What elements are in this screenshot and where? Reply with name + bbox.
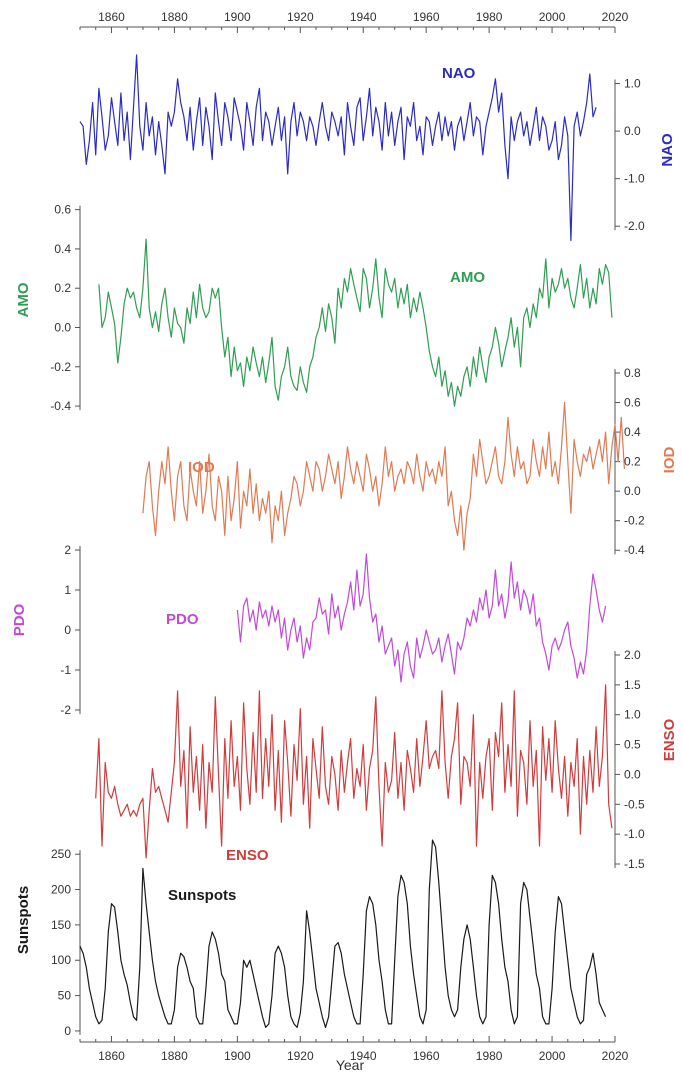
sunspots-y-tick-label: 250 bbox=[51, 847, 71, 861]
nao-y-tick-label: -1.0 bbox=[624, 172, 645, 186]
pdo-y-tick-label: 1 bbox=[64, 583, 71, 597]
x-tick-label: 1920 bbox=[287, 1049, 314, 1063]
sunspots-y-tick-label: 150 bbox=[51, 918, 71, 932]
amo-y-tick-label: 0.0 bbox=[54, 321, 71, 335]
iod-panel: 0.8 0.6 0.4 0.2 0.0 -0.2 -0.4 bbox=[142, 366, 645, 557]
sunspots-series-line bbox=[79, 839, 607, 1029]
amo-y-tick-label: 0.6 bbox=[54, 203, 71, 217]
amo-y-tick-label: -0.2 bbox=[50, 360, 71, 374]
x-tick-label: 1900 bbox=[224, 1049, 251, 1063]
x-tick-label: 1880 bbox=[161, 1049, 188, 1063]
x-tick-label: 2000 bbox=[539, 10, 566, 24]
x-tick-label: 1980 bbox=[476, 1049, 503, 1063]
x-tick-label: 1920 bbox=[287, 10, 314, 24]
x-tick-label: 2020 bbox=[602, 1049, 629, 1063]
enso-y-tick-label: -0.5 bbox=[624, 797, 645, 811]
x-tick-label: 1880 bbox=[161, 10, 188, 24]
iod-y-tick-label: 0.2 bbox=[624, 455, 641, 469]
x-tick-label: 1860 bbox=[98, 10, 125, 24]
iod-y-tick-label: 0.6 bbox=[624, 396, 641, 410]
enso-y-tick-label: 1.0 bbox=[624, 708, 641, 722]
enso-y-tick-label: 2.0 bbox=[624, 648, 641, 662]
amo-axis-title: AMO bbox=[15, 282, 32, 317]
panels: 1.0 0.0 -1.0 -2.0 0.6 0.4 0.2 0.0 -0.2 -0.4 0.8 0.6… bbox=[50, 54, 645, 1038]
enso-axis-title: ENSO bbox=[661, 718, 678, 761]
sunspots-y-tick-label: 200 bbox=[51, 883, 71, 897]
iod-y-tick-label: -0.2 bbox=[624, 514, 645, 528]
pdo-y-tick-label: 2 bbox=[64, 543, 71, 557]
sunspots-y-tick-label: 50 bbox=[58, 989, 72, 1003]
x-tick-label: 1900 bbox=[224, 10, 251, 24]
sunspots-panel: 250 200 150 100 50 0 bbox=[51, 839, 607, 1038]
sunspots-y-tick-label: 100 bbox=[51, 953, 71, 967]
enso-y-tick-label: 0.5 bbox=[624, 738, 641, 752]
amo-y-tick-label: 0.2 bbox=[54, 281, 71, 295]
pdo-y-tick-label: 0 bbox=[64, 623, 71, 637]
amo-inline-label: AMO bbox=[450, 269, 485, 286]
nao-y-tick-label: 0.0 bbox=[624, 124, 641, 138]
amo-panel: 0.6 0.4 0.2 0.0 -0.2 -0.4 bbox=[50, 203, 613, 413]
iod-y-tick-label: 0.4 bbox=[624, 425, 641, 439]
enso-y-tick-label: -1.0 bbox=[624, 827, 645, 841]
sunspots-y-tick-label: 0 bbox=[64, 1024, 71, 1038]
iod-y-tick-label: 0.0 bbox=[624, 484, 641, 498]
x-tick-label: 1960 bbox=[413, 1049, 440, 1063]
x-tick-label: 2000 bbox=[539, 1049, 566, 1063]
nao-axis-title: NAO bbox=[659, 133, 676, 167]
iod-y-tick-label: 0.8 bbox=[624, 366, 641, 380]
sunspots-inline-label: Sunspots bbox=[168, 887, 236, 904]
enso-y-tick-label: -1.5 bbox=[624, 857, 645, 871]
pdo-y-tick-label: -2 bbox=[60, 703, 71, 717]
amo-y-tick-label: 0.4 bbox=[54, 242, 71, 256]
nao-panel: 1.0 0.0 -1.0 -2.0 bbox=[79, 54, 645, 242]
pdo-inline-label: PDO bbox=[166, 611, 199, 628]
pdo-y-tick-label: -1 bbox=[60, 663, 71, 677]
enso-series-line bbox=[95, 684, 613, 859]
x-axis-title: Year bbox=[336, 1057, 365, 1073]
nao-inline-label: NAO bbox=[442, 65, 476, 82]
pdo-series-line bbox=[236, 553, 607, 683]
x-tick-label: 1980 bbox=[476, 10, 503, 24]
enso-y-tick-label: 0.0 bbox=[624, 767, 641, 781]
bottom-x-axis: 1860 1880 1900 1920 1940 1960 1980 2000 2020 bbox=[79, 1036, 629, 1063]
x-tick-label: 1860 bbox=[98, 1049, 125, 1063]
iod-y-tick-label: -0.4 bbox=[624, 543, 645, 557]
pdo-panel: 2 1 0 -1 -2 bbox=[60, 543, 607, 717]
iod-series-line bbox=[142, 401, 625, 551]
x-tick-label: 1940 bbox=[350, 1049, 377, 1063]
nao-y-tick-label: -2.0 bbox=[624, 219, 645, 233]
enso-panel: 2.0 1.5 1.0 0.5 0.0 -0.5 -1.0 -1.5 bbox=[95, 648, 645, 871]
x-tick-label: 1960 bbox=[413, 10, 440, 24]
enso-y-tick-label: 1.5 bbox=[624, 678, 641, 692]
amo-y-tick-label: -0.4 bbox=[50, 399, 71, 413]
enso-inline-label: ENSO bbox=[226, 847, 269, 864]
iod-inline-label: IOD bbox=[188, 459, 215, 476]
iod-axis-title: IOD bbox=[661, 447, 678, 474]
amo-series-line bbox=[98, 238, 613, 407]
x-tick-label: 2020 bbox=[602, 10, 629, 24]
sunspots-axis-title: Sunspots bbox=[15, 886, 32, 954]
nao-y-tick-label: 1.0 bbox=[624, 77, 641, 91]
pdo-axis-title: PDO bbox=[11, 603, 28, 636]
nao-series-line bbox=[79, 54, 597, 242]
x-tick-label: 1940 bbox=[350, 10, 377, 24]
top-x-axis: 1860 1880 1900 1920 1940 1960 1980 2000 2020 bbox=[79, 10, 629, 33]
